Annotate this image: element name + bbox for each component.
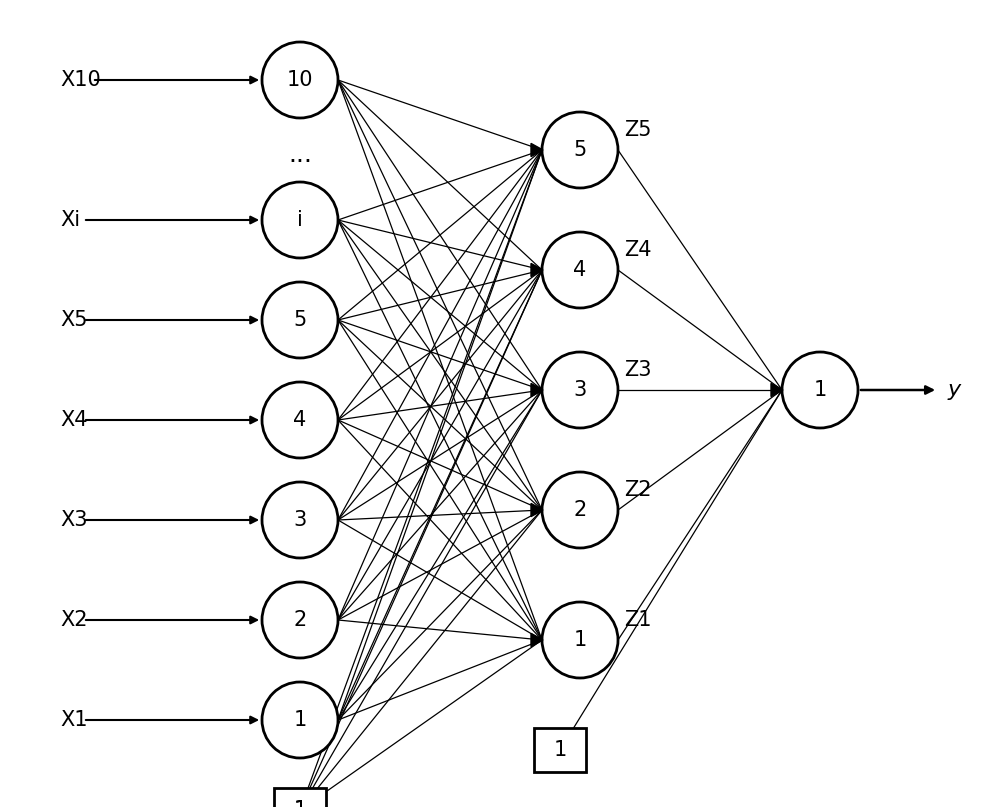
Text: Xi: Xi: [60, 210, 80, 230]
Text: 1: 1: [553, 740, 567, 760]
Text: 10: 10: [287, 70, 313, 90]
Text: 3: 3: [293, 510, 307, 530]
Polygon shape: [531, 633, 543, 646]
Circle shape: [782, 352, 858, 428]
Text: 3: 3: [573, 380, 587, 400]
FancyBboxPatch shape: [274, 788, 326, 807]
Text: X10: X10: [60, 70, 101, 90]
Circle shape: [542, 472, 618, 548]
Text: 5: 5: [573, 140, 587, 160]
Polygon shape: [531, 504, 543, 516]
Text: Z3: Z3: [624, 360, 652, 380]
Circle shape: [262, 482, 338, 558]
Text: i: i: [297, 210, 303, 230]
Text: 4: 4: [573, 260, 587, 280]
Text: 1: 1: [293, 800, 307, 807]
Text: ...: ...: [288, 143, 312, 167]
Circle shape: [262, 382, 338, 458]
Text: 5: 5: [293, 310, 307, 330]
Text: 1: 1: [293, 710, 307, 730]
Text: Z1: Z1: [624, 610, 652, 630]
Text: 1: 1: [293, 800, 307, 807]
Polygon shape: [531, 263, 543, 277]
Circle shape: [262, 682, 338, 758]
Circle shape: [542, 112, 618, 188]
Circle shape: [542, 602, 618, 678]
Text: 2: 2: [573, 500, 587, 520]
Circle shape: [262, 582, 338, 658]
FancyBboxPatch shape: [534, 728, 586, 772]
Circle shape: [542, 232, 618, 308]
Text: Z2: Z2: [624, 480, 652, 500]
Polygon shape: [531, 144, 543, 157]
Text: 1: 1: [813, 380, 827, 400]
Text: X2: X2: [60, 610, 88, 630]
Circle shape: [542, 352, 618, 428]
Text: X3: X3: [60, 510, 88, 530]
Circle shape: [262, 42, 338, 118]
Text: 1: 1: [573, 630, 587, 650]
Polygon shape: [531, 383, 543, 396]
Text: Z5: Z5: [624, 120, 652, 140]
Text: Z4: Z4: [624, 240, 652, 260]
Circle shape: [262, 182, 338, 258]
Circle shape: [262, 282, 338, 358]
Polygon shape: [771, 383, 783, 396]
Text: y: y: [948, 380, 961, 400]
Text: 4: 4: [293, 410, 307, 430]
Text: 2: 2: [293, 610, 307, 630]
Text: X5: X5: [60, 310, 88, 330]
Text: X1: X1: [60, 710, 88, 730]
Text: X4: X4: [60, 410, 88, 430]
